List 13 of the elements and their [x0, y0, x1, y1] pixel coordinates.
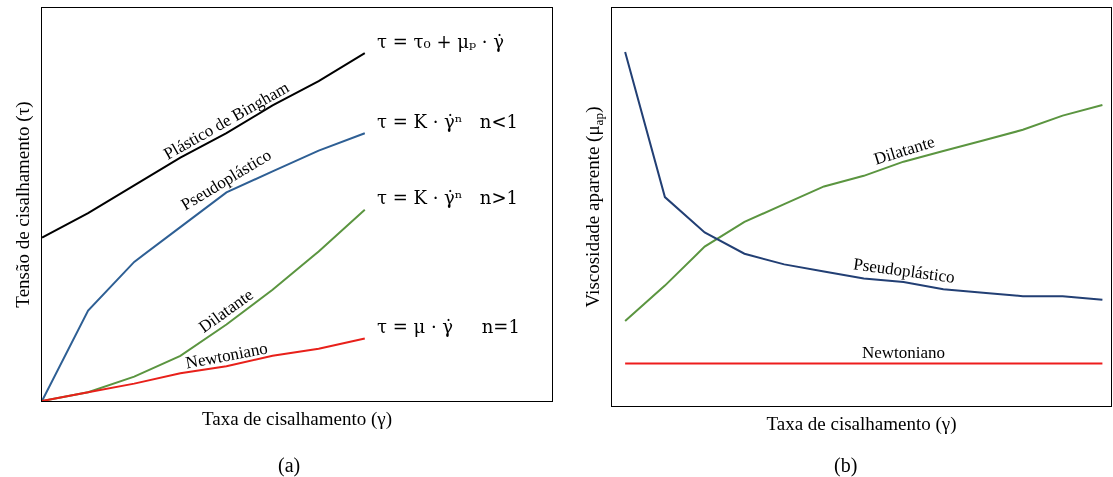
y-axis-title: Tensão de cisalhamento (τ)	[11, 101, 34, 308]
text: (b)	[833, 454, 858, 477]
text: (a)	[278, 454, 301, 477]
annotation: τ = μ · γ̇ n=1	[377, 316, 520, 337]
annotation: τ = K · γ̇ⁿ n>1	[377, 187, 518, 208]
text: Dilatante	[871, 131, 937, 169]
text: τ = τ₀ + μₚ · γ̇	[377, 31, 505, 52]
series-label: Newtoniano	[862, 343, 946, 362]
text: Newtoniano	[184, 338, 270, 373]
x-axis-title: Taxa de cisalhamento (γ)	[201, 407, 393, 430]
x-axis-title: Taxa de cisalhamento (γ)	[766, 412, 957, 435]
annotation: τ = K · γ̇ⁿ n<1	[377, 111, 518, 132]
text: Pseudoplástico	[852, 254, 956, 287]
